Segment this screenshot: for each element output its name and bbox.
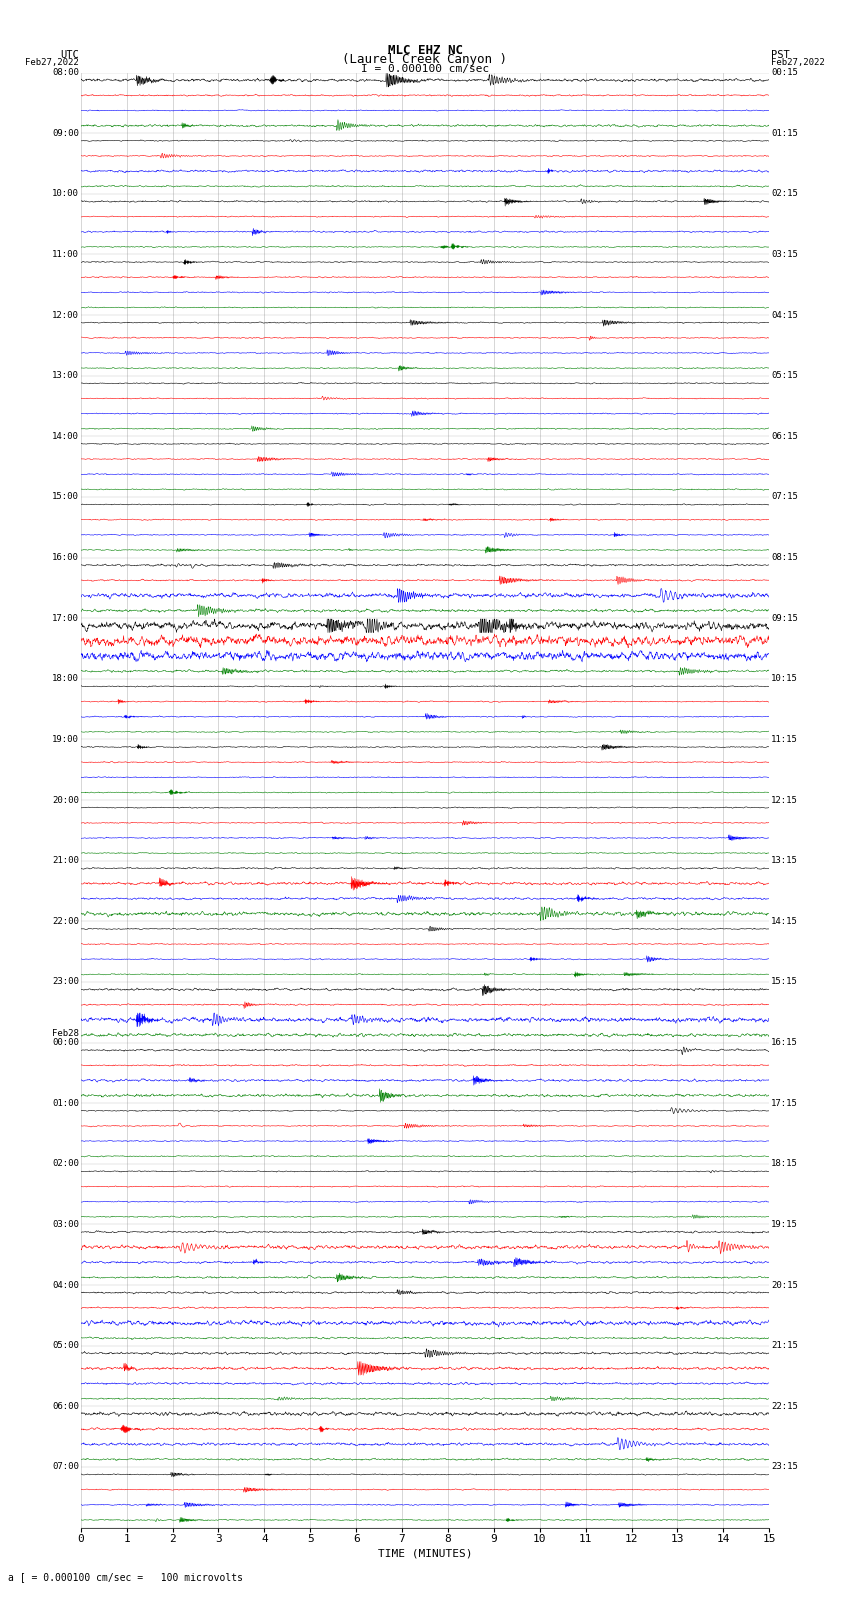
Text: 14:00: 14:00	[52, 432, 79, 440]
Text: 10:00: 10:00	[52, 189, 79, 198]
Text: 15:15: 15:15	[771, 977, 798, 987]
Text: 14:15: 14:15	[771, 916, 798, 926]
Text: 12:15: 12:15	[771, 795, 798, 805]
Text: 15:00: 15:00	[52, 492, 79, 502]
Text: 10:15: 10:15	[771, 674, 798, 684]
Text: 01:15: 01:15	[771, 129, 798, 137]
Text: 02:00: 02:00	[52, 1160, 79, 1168]
Text: 00:00: 00:00	[52, 1039, 79, 1047]
Text: Feb28: Feb28	[52, 1029, 79, 1037]
Text: 13:15: 13:15	[771, 857, 798, 865]
Text: 05:15: 05:15	[771, 371, 798, 381]
Text: 09:15: 09:15	[771, 613, 798, 623]
Text: 03:15: 03:15	[771, 250, 798, 260]
Text: Feb27,2022: Feb27,2022	[26, 58, 79, 68]
X-axis label: TIME (MINUTES): TIME (MINUTES)	[377, 1548, 473, 1558]
Text: a [ = 0.000100 cm/sec =   100 microvolts: a [ = 0.000100 cm/sec = 100 microvolts	[8, 1573, 243, 1582]
Text: 23:15: 23:15	[771, 1463, 798, 1471]
Text: 08:00: 08:00	[52, 68, 79, 77]
Text: 17:15: 17:15	[771, 1098, 798, 1108]
Text: 18:15: 18:15	[771, 1160, 798, 1168]
Text: PST: PST	[771, 50, 790, 60]
Text: 21:15: 21:15	[771, 1340, 798, 1350]
Text: 22:00: 22:00	[52, 916, 79, 926]
Text: 19:00: 19:00	[52, 736, 79, 744]
Text: 03:00: 03:00	[52, 1219, 79, 1229]
Text: 00:15: 00:15	[771, 68, 798, 77]
Text: 08:15: 08:15	[771, 553, 798, 561]
Text: 20:00: 20:00	[52, 795, 79, 805]
Text: MLC EHZ NC: MLC EHZ NC	[388, 44, 462, 58]
Text: 04:15: 04:15	[771, 311, 798, 319]
Text: 04:00: 04:00	[52, 1281, 79, 1289]
Text: 09:00: 09:00	[52, 129, 79, 137]
Text: Feb27,2022: Feb27,2022	[771, 58, 824, 68]
Text: 02:15: 02:15	[771, 189, 798, 198]
Text: UTC: UTC	[60, 50, 79, 60]
Text: 07:00: 07:00	[52, 1463, 79, 1471]
Text: 11:00: 11:00	[52, 250, 79, 260]
Text: 17:00: 17:00	[52, 613, 79, 623]
Text: 23:00: 23:00	[52, 977, 79, 987]
Text: 06:15: 06:15	[771, 432, 798, 440]
Text: 16:00: 16:00	[52, 553, 79, 561]
Text: 20:15: 20:15	[771, 1281, 798, 1289]
Text: 12:00: 12:00	[52, 311, 79, 319]
Text: 19:15: 19:15	[771, 1219, 798, 1229]
Text: 21:00: 21:00	[52, 857, 79, 865]
Text: 06:00: 06:00	[52, 1402, 79, 1411]
Text: 18:00: 18:00	[52, 674, 79, 684]
Text: 07:15: 07:15	[771, 492, 798, 502]
Text: 05:00: 05:00	[52, 1340, 79, 1350]
Text: 13:00: 13:00	[52, 371, 79, 381]
Text: 22:15: 22:15	[771, 1402, 798, 1411]
Text: (Laurel Creek Canyon ): (Laurel Creek Canyon )	[343, 53, 507, 66]
Text: I = 0.000100 cm/sec: I = 0.000100 cm/sec	[361, 63, 489, 74]
Text: 11:15: 11:15	[771, 736, 798, 744]
Text: 16:15: 16:15	[771, 1039, 798, 1047]
Text: 01:00: 01:00	[52, 1098, 79, 1108]
